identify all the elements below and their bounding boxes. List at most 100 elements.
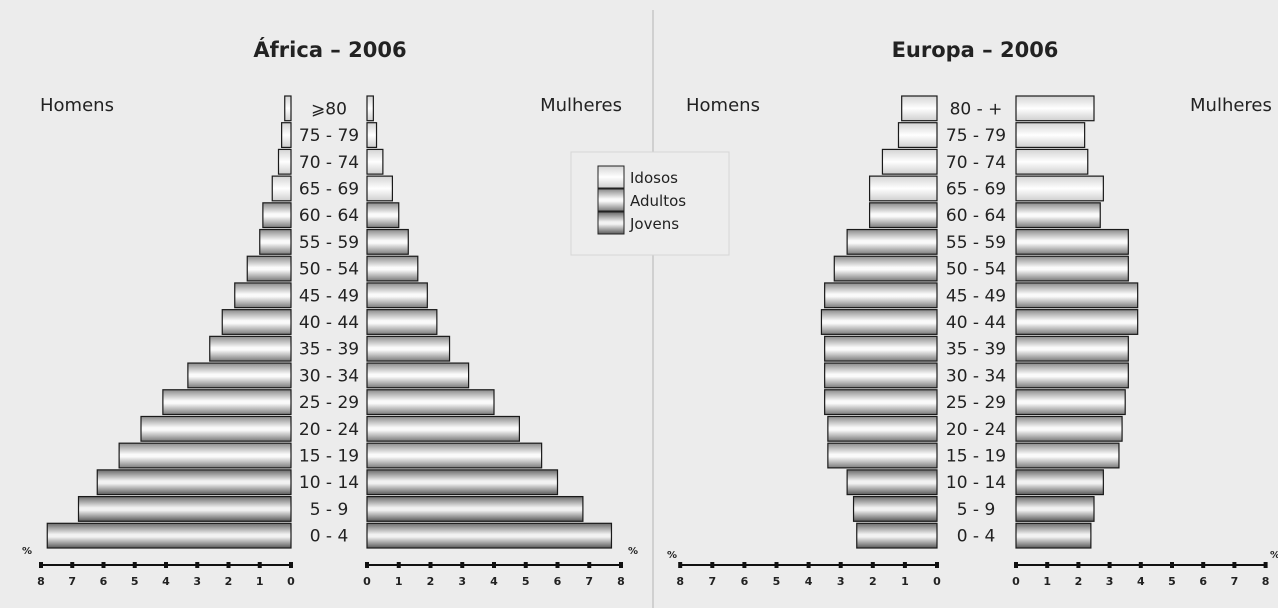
right-tick-2 [428,562,433,568]
bar-homens-4 [827,415,938,442]
bar-mulheres-3 [366,442,543,469]
age-label-11: 55 - 59 [299,233,359,253]
left-label-homens: Homens [40,95,114,116]
right-tick-label-6: 6 [554,575,562,588]
left-tick-label-2: 6 [100,575,108,588]
right-tick-3 [460,562,465,568]
right-tick-7 [1232,562,1237,568]
bar-homens-12 [262,202,292,229]
bar-mulheres-11 [366,228,409,255]
left-tick-1 [710,562,715,568]
age-label-4: 20 - 24 [299,420,359,440]
left-tick-label-1: 7 [68,575,76,588]
bar-homens-5 [162,389,292,416]
bar-homens-11 [846,228,938,255]
right-tick-5 [523,562,528,568]
right-tick-label-5: 5 [522,575,530,588]
bar-mulheres-12 [366,202,400,229]
right-tick-8 [1263,562,1268,568]
age-label-2: 10 - 14 [946,473,1006,493]
left-tick-label-2: 6 [741,575,749,588]
right-tick-label-3: 3 [458,575,466,588]
left-tick-5 [195,562,200,568]
right-label-mulheres: Mulheres [540,95,622,116]
legend: Idosos Adultos Jovens [570,151,730,256]
right-tick-3 [1107,562,1112,568]
bar-homens-3 [118,442,292,469]
right-tick-label-4: 4 [1137,575,1145,588]
age-label-3: 15 - 19 [299,447,359,467]
bar-homens-8 [221,309,292,335]
bar-homens-5 [824,389,938,416]
age-label-8: 40 - 44 [946,313,1006,333]
bar-mulheres-16 [366,95,374,122]
age-label-14: 70 - 74 [299,153,359,173]
bar-homens-2 [846,469,938,496]
right-unit-label: % [628,546,638,557]
left-tick-8 [935,562,939,568]
left-tick-7 [257,562,262,568]
right-tick-label-8: 8 [617,575,625,588]
legend-box [570,151,730,256]
age-label-6: 30 - 34 [946,366,1006,386]
bar-mulheres-3 [1015,442,1120,469]
age-label-15: 75 - 79 [946,126,1006,146]
left-tick-label-1: 7 [708,575,716,588]
left-tick-0 [678,562,683,568]
bar-mulheres-8 [1015,309,1139,335]
bar-mulheres-0 [366,522,613,549]
left-tick-2 [742,562,747,568]
left-tick-label-3: 5 [131,575,139,588]
left-tick-label-5: 3 [837,575,845,588]
right-tick-6 [1201,562,1206,568]
right-tick-1 [396,562,401,568]
bar-mulheres-15 [366,122,378,149]
right-tick-4 [492,562,496,568]
chart-title: Europa – 2006 [892,38,1059,62]
legend-label-idosos: Idosos [630,169,678,187]
bar-mulheres-6 [1015,362,1129,389]
age-label-6: 30 - 34 [299,366,359,386]
left-tick-3 [774,562,779,568]
left-tick-2 [101,562,106,568]
left-tick-4 [806,562,811,568]
left-tick-4 [164,562,168,568]
right-tick-label-7: 7 [585,575,593,588]
bar-homens-1 [852,495,938,522]
chart-title: África – 2006 [253,37,406,62]
bar-mulheres-7 [366,335,451,362]
age-label-5: 25 - 29 [946,393,1006,413]
right-tick-label-3: 3 [1106,575,1114,588]
left-tick-6 [870,562,875,568]
right-unit-label: % [1270,550,1278,561]
right-tick-label-5: 5 [1168,575,1176,588]
bar-homens-7 [824,335,938,362]
right-tick-label-0: 0 [1012,575,1020,588]
age-label-11: 55 - 59 [946,233,1006,253]
right-tick-label-8: 8 [1262,575,1270,588]
right-tick-0 [1014,562,1018,568]
bar-mulheres-11 [1015,228,1129,255]
left-label-homens: Homens [686,95,760,116]
age-label-4: 20 - 24 [946,420,1006,440]
bar-homens-6 [187,362,292,389]
age-label-8: 40 - 44 [299,313,359,333]
age-label-1: 5 - 9 [957,500,996,520]
right-tick-label-6: 6 [1199,575,1207,588]
age-label-2: 10 - 14 [299,473,359,493]
bar-homens-12 [868,202,938,229]
bar-homens-10 [833,255,938,282]
bar-mulheres-9 [1015,282,1139,309]
bar-homens-9 [234,282,292,309]
bar-homens-0 [856,522,938,549]
left-tick-label-8: 0 [933,575,941,588]
right-tick-label-7: 7 [1231,575,1239,588]
left-tick-label-4: 4 [805,575,813,588]
age-label-3: 15 - 19 [946,447,1006,467]
bar-homens-15 [897,122,938,149]
bar-mulheres-10 [1015,255,1129,282]
bar-homens-13 [271,175,292,202]
bar-homens-7 [209,335,292,362]
right-tick-label-1: 1 [395,575,403,588]
